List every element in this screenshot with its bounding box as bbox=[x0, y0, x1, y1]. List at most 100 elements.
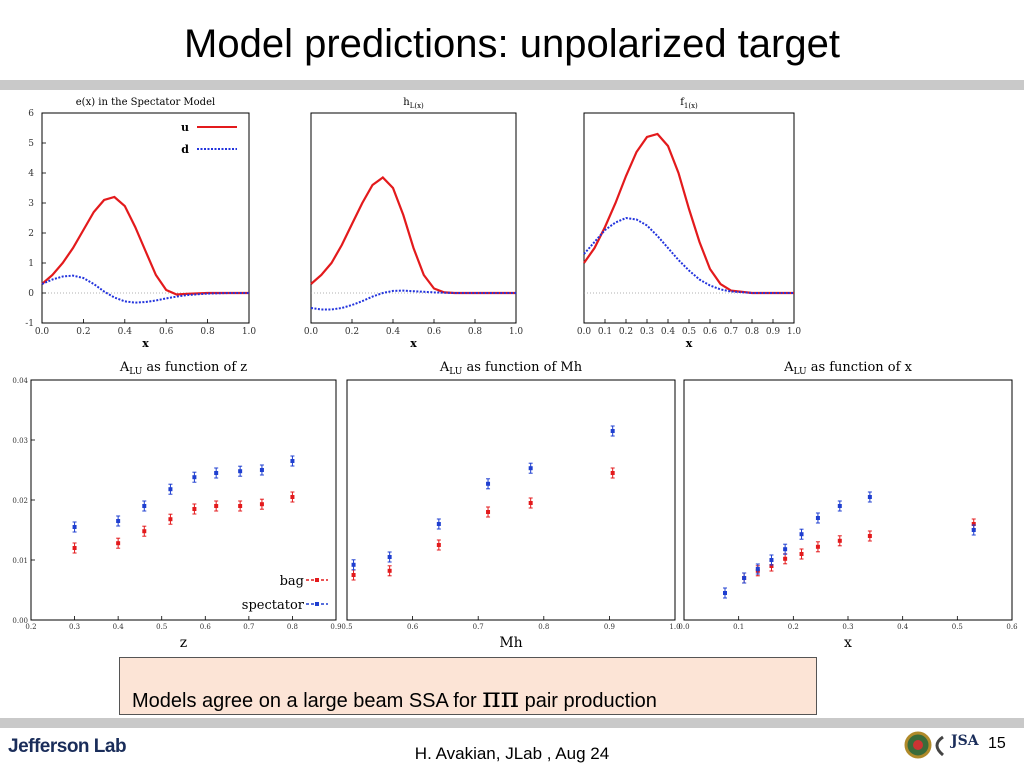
chart-title: e(x) in the Spectator Model bbox=[76, 97, 215, 108]
x-tick-label: 0.0 bbox=[35, 327, 50, 337]
plot-frame bbox=[346, 379, 676, 621]
marker bbox=[769, 564, 774, 568]
series-line-1 bbox=[583, 132, 794, 295]
bag-point bbox=[290, 491, 295, 503]
bag-point bbox=[436, 539, 441, 551]
spectator-point bbox=[837, 500, 842, 512]
spectator-point bbox=[142, 500, 147, 512]
marker bbox=[783, 556, 788, 561]
x-tick-label: 0.9 bbox=[604, 623, 615, 631]
marker bbox=[867, 534, 872, 538]
title-divider bbox=[0, 80, 1024, 90]
marker bbox=[290, 495, 295, 499]
marker bbox=[192, 507, 197, 511]
x-tick-label: 0.6 bbox=[703, 327, 718, 337]
plot-frame bbox=[310, 112, 517, 324]
marker bbox=[723, 591, 727, 595]
marker bbox=[387, 568, 392, 573]
x-tick-label: 0.7 bbox=[724, 327, 739, 337]
spectator-point bbox=[259, 464, 264, 476]
legend-label-u: u bbox=[181, 121, 189, 134]
bag-point bbox=[837, 535, 842, 547]
chart-6: ALU as function of x 0.0 0.1 0.2 0.3 0.4 0.5 0.… bbox=[678, 360, 1018, 651]
series-line-2 bbox=[310, 289, 516, 311]
plot-frame bbox=[583, 112, 795, 324]
caption-pipi-symbol: ππ bbox=[482, 681, 520, 714]
marker bbox=[168, 517, 173, 522]
marker bbox=[214, 471, 219, 475]
spectator-point bbox=[610, 425, 615, 437]
spectator-point bbox=[815, 512, 820, 524]
x-tick-label: 0.2 bbox=[619, 327, 633, 337]
x-tick-label: 0.9 bbox=[330, 623, 341, 631]
x-tick-label: 0.4 bbox=[897, 623, 909, 631]
x-tick-label: 0.2 bbox=[76, 327, 90, 337]
spectator-point bbox=[742, 572, 747, 584]
x-tick-label: 0.6 bbox=[1006, 623, 1018, 631]
x-tick-label: 0.3 bbox=[69, 623, 80, 631]
marker bbox=[742, 576, 747, 580]
spectator-point bbox=[755, 563, 760, 575]
x-tick-label: 0.3 bbox=[640, 327, 655, 337]
x-tick-label: 1.0 bbox=[242, 327, 257, 337]
marker bbox=[72, 546, 77, 550]
x-tick-label: 0.0 bbox=[577, 327, 592, 337]
footer-divider bbox=[0, 718, 1024, 728]
x-tick-label: 0.9 bbox=[766, 327, 781, 337]
bag-point bbox=[142, 525, 147, 537]
x-tick-label: 0.4 bbox=[661, 327, 676, 337]
x-tick-label: 0.8 bbox=[468, 327, 483, 337]
marker bbox=[971, 522, 976, 526]
marker bbox=[799, 532, 804, 537]
y-tick-label: 0.01 bbox=[12, 557, 28, 565]
series-line-1 bbox=[41, 195, 249, 296]
bag-point bbox=[486, 506, 491, 518]
x-tick-label: 0.8 bbox=[287, 623, 298, 631]
caption-pre: Models agree on a large beam SSA for bbox=[132, 690, 483, 712]
x-tick-label: 0.2 bbox=[345, 327, 359, 337]
marker bbox=[238, 504, 243, 508]
marker bbox=[815, 516, 820, 520]
x-tick-label: 0.6 bbox=[407, 623, 419, 631]
spectator-point bbox=[799, 528, 804, 540]
legend-label-spectator: spectator bbox=[242, 598, 305, 613]
marker bbox=[72, 525, 77, 529]
spectator-point bbox=[528, 462, 533, 474]
y-tick-label: 0 bbox=[28, 289, 34, 299]
spectator-point bbox=[351, 559, 356, 571]
y-tick-label: 5 bbox=[28, 139, 34, 149]
y-tick-label: 1 bbox=[28, 259, 34, 269]
bag-point bbox=[72, 542, 77, 554]
marker bbox=[214, 504, 219, 508]
marker bbox=[528, 501, 533, 505]
chart-5: ALU as function of Mh 0.5 0.6 0.7 0.8 0.9 1.0 M… bbox=[341, 360, 680, 651]
marker bbox=[238, 469, 243, 474]
x-tick-label: 0.8 bbox=[745, 327, 760, 337]
marker bbox=[142, 529, 147, 534]
x-tick-label: 0.8 bbox=[538, 623, 549, 631]
marker bbox=[116, 541, 121, 546]
footer-credit: H. Avakian, JLab , Aug 24 bbox=[414, 744, 610, 763]
bag-point bbox=[192, 503, 197, 515]
x-axis-label: x bbox=[686, 337, 693, 350]
x-axis-label: x bbox=[142, 337, 149, 350]
spectator-point bbox=[486, 478, 491, 490]
marker bbox=[351, 562, 356, 567]
marker bbox=[837, 538, 842, 543]
plot-frame bbox=[683, 379, 1013, 621]
marker bbox=[486, 510, 491, 514]
bag-point bbox=[610, 467, 615, 479]
x-tick-label: 0.6 bbox=[159, 327, 174, 337]
legend-marker-spectator bbox=[315, 602, 319, 606]
spectator-point bbox=[72, 521, 77, 533]
marker bbox=[610, 429, 615, 433]
x-tick-label: 0.7 bbox=[473, 623, 484, 631]
x-axis-label: x bbox=[844, 635, 852, 651]
x-axis-label: Mh bbox=[499, 635, 522, 651]
jefferson-lab-logo: Jefferson Lab bbox=[8, 736, 127, 757]
bag-point bbox=[387, 565, 392, 577]
spectator-point bbox=[192, 471, 197, 483]
x-tick-label: 0.5 bbox=[156, 623, 167, 631]
spectator-point bbox=[214, 467, 219, 479]
y-tick-label: 6 bbox=[28, 109, 34, 119]
